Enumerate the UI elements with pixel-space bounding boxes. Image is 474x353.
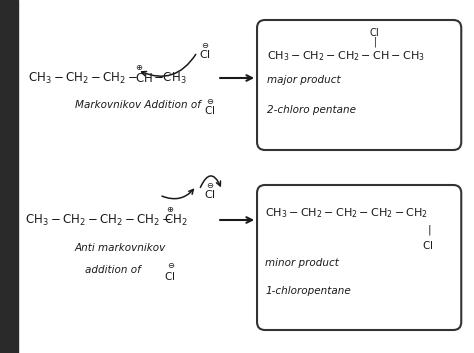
FancyBboxPatch shape — [257, 185, 461, 330]
Text: $\mathregular{CH_2}$: $\mathregular{CH_2}$ — [164, 213, 188, 228]
Text: $\mathregular{Cl}$: $\mathregular{Cl}$ — [204, 188, 216, 200]
Text: $\mathregular{Cl}$: $\mathregular{Cl}$ — [199, 48, 211, 60]
Text: $\ominus$: $\ominus$ — [201, 41, 210, 49]
Text: $\mathregular{CH_3-CH_2-CH_2-CH_2-}$: $\mathregular{CH_3-CH_2-CH_2-CH_2-}$ — [25, 213, 172, 228]
Text: $\oplus$: $\oplus$ — [166, 205, 174, 215]
FancyArrowPatch shape — [162, 190, 193, 199]
Text: Markovnikov Addition of: Markovnikov Addition of — [75, 100, 201, 110]
Text: $\mathregular{CH}$: $\mathregular{CH}$ — [136, 72, 153, 84]
Text: $\oplus$: $\oplus$ — [136, 64, 144, 72]
Text: Anti markovnikov: Anti markovnikov — [75, 243, 166, 253]
Text: $\mathregular{-CH_3}$: $\mathregular{-CH_3}$ — [154, 71, 187, 85]
Text: minor product: minor product — [265, 258, 339, 268]
Text: $\mathregular{Cl}$: $\mathregular{Cl}$ — [369, 26, 379, 38]
Text: |: | — [374, 37, 377, 47]
Text: $\mathregular{Cl}$: $\mathregular{Cl}$ — [422, 239, 434, 251]
FancyBboxPatch shape — [257, 20, 461, 150]
Text: |: | — [428, 225, 431, 235]
Text: $\mathregular{CH_3-CH_2-CH_2-CH_2-CH_2}$: $\mathregular{CH_3-CH_2-CH_2-CH_2-CH_2}$ — [265, 206, 428, 220]
Text: $\ominus$: $\ominus$ — [206, 180, 214, 190]
FancyArrowPatch shape — [201, 176, 220, 187]
FancyArrowPatch shape — [142, 54, 196, 76]
Text: addition of: addition of — [85, 265, 140, 275]
Text: 2-chloro pentane: 2-chloro pentane — [267, 105, 356, 115]
Text: $\mathregular{Cl}$: $\mathregular{Cl}$ — [204, 104, 216, 116]
Text: 1-chloropentane: 1-chloropentane — [265, 286, 351, 296]
Bar — [0, 0, 18, 353]
Text: major product: major product — [267, 75, 341, 85]
Text: $\mathregular{CH_3-CH_2-CH_2-}$: $\mathregular{CH_3-CH_2-CH_2-}$ — [28, 71, 138, 85]
Text: $\mathregular{CH_3-CH_2-CH_2-CH-CH_3}$: $\mathregular{CH_3-CH_2-CH_2-CH-CH_3}$ — [267, 49, 425, 63]
Text: $\ominus$: $\ominus$ — [206, 96, 214, 106]
Text: $\ominus$: $\ominus$ — [167, 261, 176, 269]
Text: $\mathregular{Cl}$: $\mathregular{Cl}$ — [164, 270, 175, 282]
